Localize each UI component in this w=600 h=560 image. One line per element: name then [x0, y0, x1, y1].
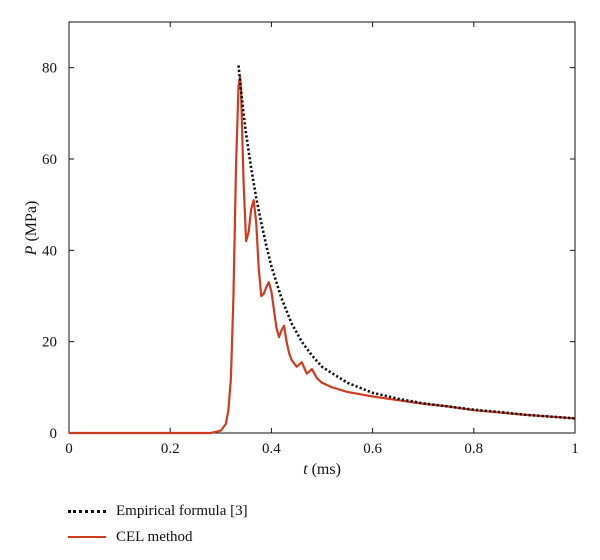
series-line-empirical [237, 65, 576, 420]
y-tick-label: 0 [50, 426, 58, 442]
y-axis-unit: (MPa) [23, 201, 40, 246]
x-tick-label: 0.8 [464, 441, 483, 457]
legend-swatch-cel [68, 536, 106, 538]
y-tick-label: 20 [42, 335, 57, 351]
legend-label-empirical: Empirical formula [3] [116, 502, 248, 519]
x-axis-label: t (ms) [303, 461, 341, 478]
y-axis-var: P [23, 245, 40, 256]
x-tick-label: 0.2 [161, 441, 180, 457]
legend-swatch-empirical [68, 509, 106, 513]
legend-item-cel: CEL method [68, 524, 248, 550]
x-tick-label: 1 [571, 441, 579, 457]
series-group [69, 65, 576, 435]
x-axis-unit: (ms) [308, 461, 341, 478]
series-line-cel [69, 75, 576, 435]
y-tick-label: 40 [42, 243, 57, 259]
ticks-group: 0 0.2 0.4 0.6 0.8 1 0 20 40 60 80 [42, 22, 579, 457]
y-tick-label: 80 [42, 61, 57, 77]
x-tick-label: 0.4 [262, 441, 281, 457]
legend: Empirical formula [3] CEL method [68, 498, 248, 550]
legend-item-empirical: Empirical formula [3] [68, 498, 248, 524]
x-tick-label: 0.6 [363, 441, 382, 457]
plot-frame [68, 21, 576, 434]
chart: 0 0.2 0.4 0.6 0.8 1 0 20 40 60 80 t (ms) P (MPa) [23, 21, 579, 478]
legend-label-cel: CEL method [116, 528, 193, 545]
x-axis-var: t [303, 461, 308, 478]
y-axis-label: P (MPa) [23, 201, 40, 257]
y-tick-label: 60 [42, 152, 57, 168]
x-tick-label: 0 [65, 441, 73, 457]
